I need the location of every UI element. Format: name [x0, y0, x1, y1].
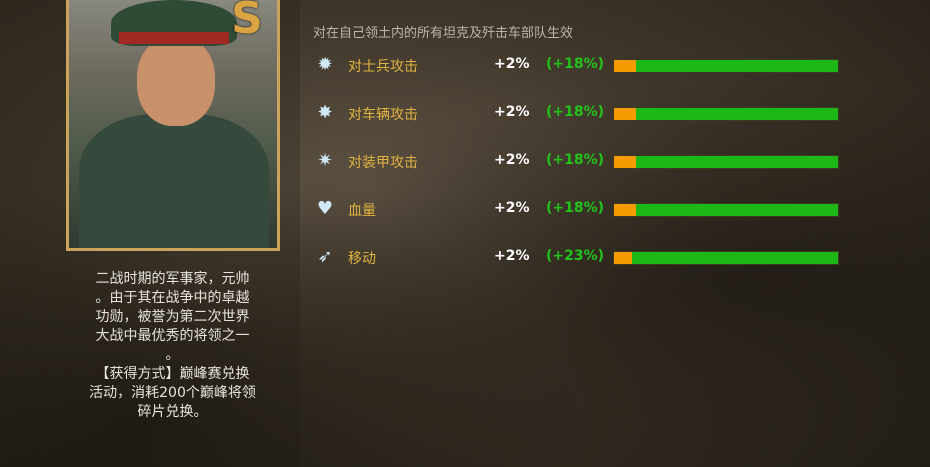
- stat-base: +2%: [494, 248, 530, 264]
- stat-bar: [613, 155, 839, 169]
- stat-base: +2%: [494, 56, 530, 72]
- stat-row: ➶ 移动 +2% (+23%): [312, 246, 842, 270]
- general-portrait[interactable]: S: [66, 0, 280, 251]
- stat-bonus: (+18%): [546, 104, 605, 120]
- armor-attack-icon: ✷: [317, 150, 333, 171]
- stat-label: 血量: [348, 203, 376, 219]
- stat-bar-base-fill: [614, 252, 632, 264]
- stat-label: 移动: [348, 251, 376, 267]
- effect-scope: 对在自己领土内的所有坦克及歼击车部队生效: [313, 26, 574, 41]
- cap-band: [119, 32, 229, 44]
- stat-bar: [613, 251, 839, 265]
- stat-bar-base-fill: [614, 204, 637, 216]
- stat-bar-base-fill: [614, 60, 637, 72]
- description-line: 功勋，被誉为第二次世界: [95, 309, 250, 325]
- vehicle-attack-icon: ✸: [317, 102, 333, 123]
- stat-bonus: (+18%): [546, 152, 605, 168]
- stat-bar-base-fill: [614, 108, 637, 120]
- stat-bar: [613, 59, 839, 73]
- movement-icon: ➶: [317, 246, 333, 267]
- stat-row: ♥ 血量 +2% (+18%): [312, 198, 842, 222]
- description-line: 。由于其在战争中的卓越: [95, 290, 250, 306]
- description-line: 【获得方式】巅峰赛兑换: [95, 366, 250, 382]
- stat-row: ✷ 对装甲攻击 +2% (+18%): [312, 150, 842, 174]
- stat-bonus: (+18%): [546, 200, 605, 216]
- stat-bonus: (+18%): [546, 56, 605, 72]
- health-icon: ♥: [316, 198, 334, 219]
- stat-bar: [613, 107, 839, 121]
- stat-label: 对车辆攻击: [348, 107, 418, 123]
- stat-bonus: (+23%): [546, 248, 605, 264]
- description-line: 碎片兑换。: [137, 404, 208, 420]
- face: [137, 36, 215, 126]
- description-line: 大战中最优秀的将领之一: [95, 328, 250, 344]
- stat-label: 对装甲攻击: [348, 155, 418, 171]
- stat-label: 对士兵攻击: [348, 59, 418, 75]
- stat-bar: [613, 203, 839, 217]
- stat-bar-base-fill: [614, 156, 637, 168]
- description-line: 活动，消耗200个巅峰将领: [89, 385, 256, 401]
- general-description: 二战时期的军事家，元帅 。由于其在战争中的卓越 功勋，被誉为第二次世界 大战中最优秀的…: [70, 270, 275, 422]
- infantry-attack-icon: ✹: [317, 54, 333, 75]
- description-line: 。: [165, 347, 180, 363]
- rank-badge: S: [231, 0, 263, 44]
- stat-base: +2%: [494, 152, 530, 168]
- stat-row: ✸ 对车辆攻击 +2% (+18%): [312, 102, 842, 126]
- stat-base: +2%: [494, 200, 530, 216]
- description-line: 二战时期的军事家，元帅: [95, 271, 250, 287]
- coat: [79, 114, 269, 248]
- stat-row: ✹ 对士兵攻击 +2% (+18%): [312, 54, 842, 78]
- stat-base: +2%: [494, 104, 530, 120]
